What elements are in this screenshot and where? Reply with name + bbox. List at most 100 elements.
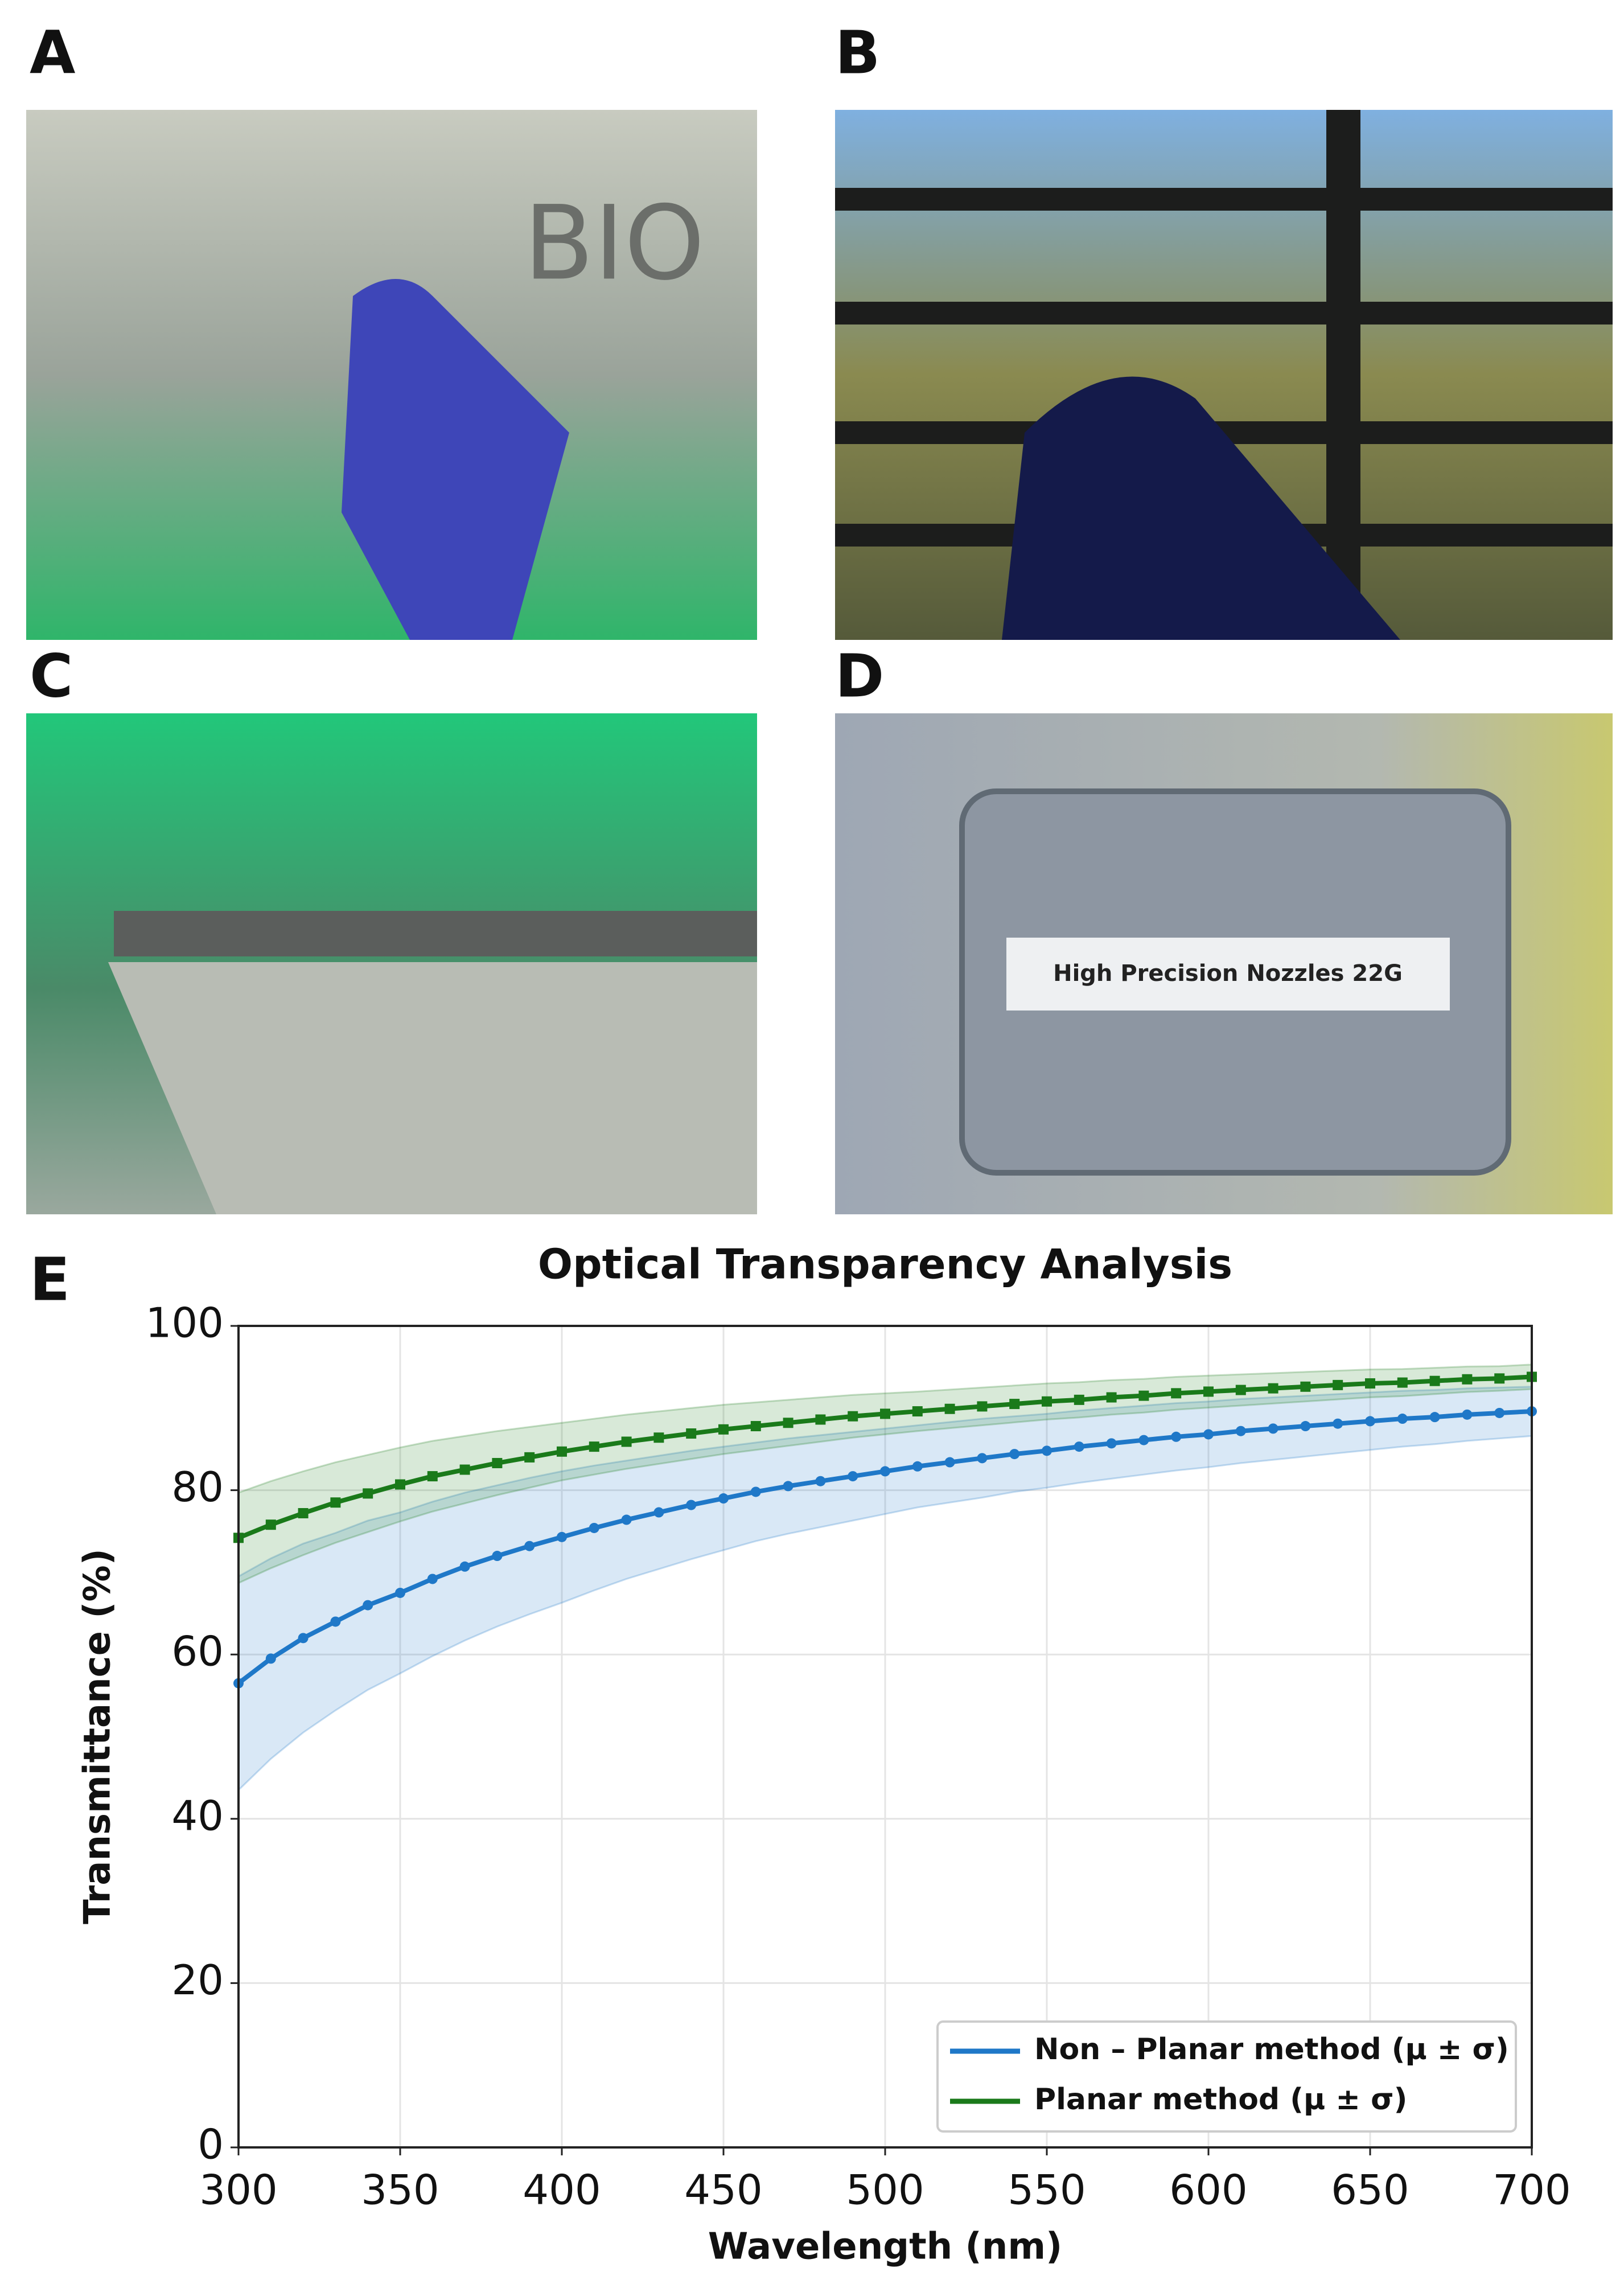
legend-label: Non – Planar method (μ ± σ) — [1034, 2032, 1509, 2067]
y-tick-label: 20 — [171, 1956, 224, 2004]
point — [686, 1428, 697, 1439]
point — [589, 1522, 599, 1533]
point — [1009, 1449, 1020, 1460]
panel-label: D — [835, 641, 884, 710]
point — [686, 1500, 697, 1510]
point — [1268, 1383, 1278, 1394]
chart-title: Optical Transparency Analysis — [538, 1241, 1232, 1288]
point — [589, 1441, 599, 1452]
x-tick-label: 650 — [1331, 2166, 1409, 2214]
point — [1494, 1407, 1505, 1418]
y-tick-label: 40 — [171, 1792, 224, 1839]
point — [427, 1574, 438, 1584]
panel-label: A — [30, 18, 76, 87]
point — [427, 1471, 438, 1482]
point — [330, 1616, 341, 1627]
point — [363, 1488, 373, 1499]
point — [1333, 1379, 1343, 1390]
point — [718, 1424, 729, 1435]
x-tick-label: 600 — [1169, 2166, 1247, 2214]
point — [1462, 1409, 1473, 1420]
point — [524, 1452, 535, 1463]
y-tick-label: 0 — [198, 2121, 224, 2168]
point — [848, 1471, 858, 1482]
y-tick-label: 80 — [171, 1463, 224, 1511]
point — [1397, 1414, 1408, 1424]
panel-label: E — [30, 1244, 70, 1314]
point — [1429, 1412, 1440, 1423]
point — [524, 1541, 535, 1551]
glove — [342, 279, 569, 640]
y-tick-label: 60 — [171, 1628, 224, 1675]
point — [363, 1600, 373, 1611]
point — [1268, 1423, 1278, 1434]
point — [1042, 1445, 1052, 1456]
y-axis-label: Transmittance (%) — [77, 1548, 119, 1924]
photo-text: High Precision Nozzles 22G — [1053, 960, 1403, 987]
x-tick-label: 500 — [846, 2166, 924, 2214]
point — [750, 1486, 761, 1497]
point — [944, 1403, 955, 1414]
legend: Non – Planar method (μ ± σ) Planar method… — [936, 2020, 1517, 2133]
point — [395, 1587, 405, 1598]
point — [1365, 1416, 1375, 1427]
point — [557, 1531, 567, 1542]
legend-label: Planar method (μ ± σ) — [1034, 2082, 1407, 2117]
point — [1429, 1375, 1440, 1386]
point — [750, 1421, 761, 1432]
panel-label: C — [30, 641, 73, 710]
point — [492, 1551, 503, 1562]
point — [1171, 1388, 1182, 1399]
point — [1074, 1441, 1084, 1452]
point — [783, 1481, 794, 1492]
point — [1235, 1385, 1246, 1395]
point — [912, 1406, 923, 1417]
point — [1494, 1373, 1505, 1384]
point — [815, 1414, 826, 1425]
photo-b — [835, 110, 1613, 640]
photo-a: BIO — [26, 110, 757, 640]
point — [1138, 1390, 1149, 1401]
x-tick-label: 550 — [1008, 2166, 1086, 2214]
point — [977, 1401, 988, 1412]
point — [459, 1561, 470, 1572]
x-tick-label: 350 — [361, 2166, 439, 2214]
point — [783, 1418, 794, 1428]
point — [718, 1493, 729, 1504]
x-tick-label: 400 — [523, 2166, 601, 2214]
point — [1171, 1431, 1182, 1442]
x-tick-label: 300 — [199, 2166, 277, 2214]
point — [298, 1633, 309, 1644]
y-tick-label: 100 — [146, 1299, 224, 1347]
point — [1042, 1396, 1052, 1407]
point — [557, 1446, 567, 1457]
point — [1074, 1394, 1084, 1405]
platform — [108, 962, 757, 1214]
legend-box — [936, 2020, 1517, 2133]
point — [848, 1411, 858, 1422]
x-tick-label: 700 — [1493, 2166, 1570, 2214]
point — [395, 1479, 405, 1490]
point — [1203, 1386, 1214, 1397]
plot-frame — [237, 1325, 1533, 2149]
point — [459, 1464, 470, 1475]
point — [1300, 1381, 1311, 1392]
point — [1138, 1435, 1149, 1445]
point — [1203, 1429, 1214, 1440]
label-strip — [1006, 938, 1450, 1011]
photo-c — [26, 713, 757, 1214]
plate — [114, 911, 757, 956]
point — [815, 1476, 826, 1486]
point — [653, 1507, 664, 1518]
point — [880, 1408, 890, 1419]
photo-d: High Precision Nozzles 22G — [835, 713, 1613, 1214]
point — [1462, 1374, 1473, 1385]
panel-label: B — [835, 18, 880, 87]
point — [621, 1514, 632, 1525]
point — [265, 1519, 276, 1530]
photo-text: BIO — [524, 184, 705, 303]
point — [492, 1457, 503, 1468]
point — [1106, 1438, 1117, 1449]
point — [1300, 1421, 1311, 1432]
